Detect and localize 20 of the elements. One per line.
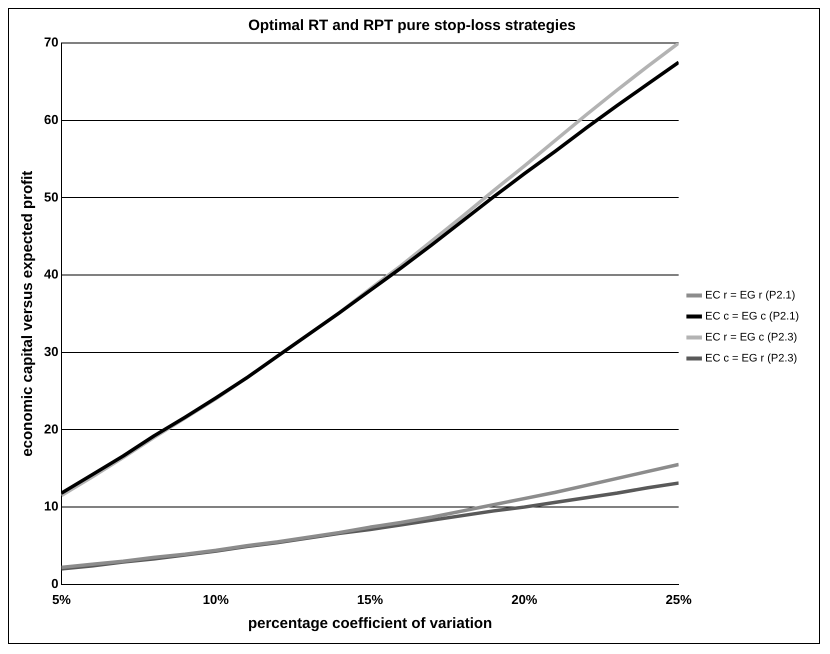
- x-tick-label: 20%: [511, 592, 538, 607]
- x-tick-label: 10%: [202, 592, 230, 607]
- y-tick-label: 20: [44, 421, 58, 436]
- legend-label: EC r = EG c (P2.3): [705, 332, 798, 344]
- x-axis-title: percentage coefficient of variation: [248, 615, 492, 632]
- y-tick-label: 40: [44, 266, 58, 282]
- chart-title: Optimal RT and RPT pure stop-loss strategies: [248, 17, 576, 34]
- y-tick-label: 70: [44, 34, 58, 50]
- legend-label: EC c = EG r (P2.3): [705, 352, 798, 365]
- x-tick-label: 15%: [357, 592, 384, 607]
- y-tick-label: 10: [44, 498, 58, 514]
- y-tick-label: 30: [44, 344, 58, 359]
- y-tick-label: 0: [51, 576, 58, 591]
- y-tick-label: 50: [44, 189, 58, 204]
- x-tick-label: 5%: [52, 592, 72, 607]
- legend-label: EC c = EG c (P2.1): [705, 310, 800, 323]
- y-tick-label: 60: [44, 112, 58, 127]
- legend-label: EC r = EG r (P2.1): [705, 290, 796, 302]
- y-axis-title: economic capital versus expected profit: [19, 170, 36, 457]
- x-tick-label: 25%: [666, 592, 692, 607]
